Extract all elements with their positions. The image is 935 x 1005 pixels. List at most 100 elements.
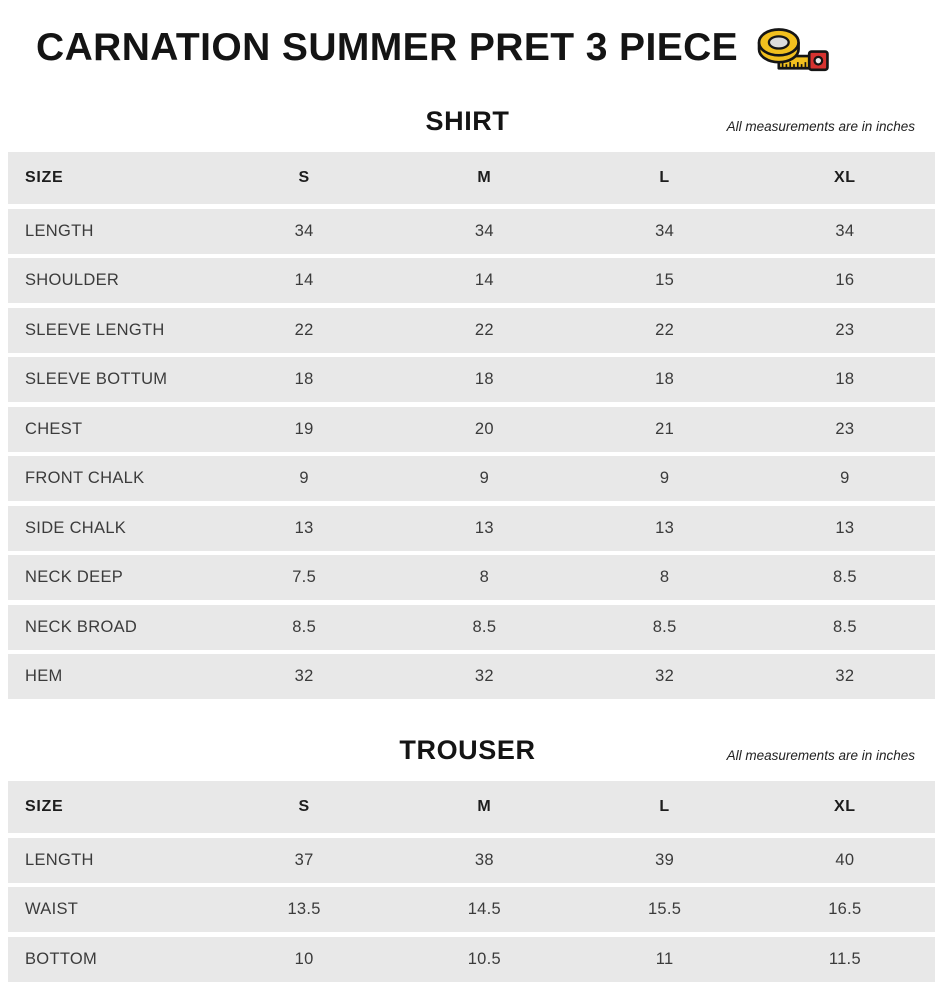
value-cell: 9 xyxy=(659,469,670,487)
row-label-cell: NECK DEEP xyxy=(25,568,124,586)
value-cell: 14 xyxy=(474,271,494,289)
value-cell: 14.5 xyxy=(467,900,502,918)
row-label-cell: FRONT CHALK xyxy=(25,469,145,487)
row-label-cell: SIDE CHALK xyxy=(25,518,127,537)
size-column-header: XL xyxy=(833,798,856,815)
page-title: CARNATION SUMMER PRET 3 PIECE xyxy=(36,26,739,69)
shirt-title: SHIRT xyxy=(425,106,510,136)
value-cell: 34 xyxy=(835,221,855,240)
value-cell: 20 xyxy=(474,419,494,438)
size-column-header: L xyxy=(659,798,670,815)
value-cell: 32 xyxy=(835,667,855,685)
table-row: NECK BROAD 8.5 8.5 8.5 8.5 xyxy=(8,604,935,650)
row-label-cell: BOTTOM xyxy=(25,949,98,968)
value-cell: 18 xyxy=(655,370,675,388)
value-cell: 16.5 xyxy=(828,900,862,918)
value-cell: 37 xyxy=(294,850,314,869)
table-row: SLEEVE BOTTUM 18 18 18 18 xyxy=(8,357,935,402)
shirt-measurement-note: All measurements are in inches xyxy=(726,119,915,134)
size-header-cell: SIZE xyxy=(25,798,64,815)
value-cell: 13 xyxy=(474,518,494,537)
row-label-cell: NECK BROAD xyxy=(25,617,138,636)
value-cell: 32 xyxy=(294,667,314,685)
table-row: WAIST 13.5 14.5 15.5 16.5 xyxy=(8,887,935,932)
value-cell: 39 xyxy=(655,850,675,869)
table-row: HEM 32 32 32 32 xyxy=(8,654,935,699)
row-label-cell: SHOULDER xyxy=(25,271,120,289)
value-cell: 8.5 xyxy=(832,568,857,586)
value-cell: 9 xyxy=(479,469,490,487)
value-cell: 8.5 xyxy=(472,617,497,636)
value-cell: 8.5 xyxy=(652,617,677,636)
size-header-cell: SIZE xyxy=(25,169,64,186)
table-row: LENGTH 34 34 34 34 xyxy=(8,208,935,254)
size-column-header: M xyxy=(477,169,492,186)
value-cell: 8 xyxy=(479,568,490,586)
value-cell: 13.5 xyxy=(287,900,321,918)
table-row: SLEEVE LENGTH 22 22 22 23 xyxy=(8,307,935,353)
value-cell: 34 xyxy=(655,221,675,240)
shirt-section-header: SHIRT All measurements are in inches xyxy=(0,102,935,140)
row-label-cell: LENGTH xyxy=(25,221,94,240)
value-cell: 32 xyxy=(655,667,675,685)
size-column-header: S xyxy=(298,169,310,186)
value-cell: 9 xyxy=(840,469,850,487)
value-cell: 8.5 xyxy=(292,617,317,636)
value-cell: 34 xyxy=(294,221,314,240)
table-row: NECK DEEP 7.5 8 8 8.5 xyxy=(8,555,935,600)
value-cell: 18 xyxy=(835,370,855,388)
value-cell: 22 xyxy=(294,320,314,339)
row-label-cell: HEM xyxy=(25,667,63,685)
value-cell: 15.5 xyxy=(647,900,682,918)
size-column-header: L xyxy=(659,169,670,186)
value-cell: 34 xyxy=(474,221,494,240)
row-label-cell: SLEEVE LENGTH xyxy=(25,320,165,339)
table-row: BOTTOM 10 10.5 11 11.5 xyxy=(8,936,935,982)
value-cell: 14 xyxy=(294,271,314,289)
value-cell: 18 xyxy=(294,370,314,388)
value-cell: 15 xyxy=(655,271,675,289)
row-label-cell: CHEST xyxy=(25,419,83,438)
value-cell: 18 xyxy=(474,370,494,388)
value-cell: 22 xyxy=(655,320,675,339)
table-header-row: SIZE S M L XL xyxy=(8,781,935,833)
trouser-section: TROUSER All measurements are in inches S… xyxy=(0,731,935,982)
value-cell: 11 xyxy=(655,949,674,968)
row-label-cell: WAIST xyxy=(25,900,79,918)
table-row: FRONT CHALK 9 9 9 9 xyxy=(8,456,935,501)
size-column-header: M xyxy=(477,798,492,815)
shirt-size-table: SIZE S M L XL LENGTH 34 34 34 34 SHOULDER 14 14 15 16 S… xyxy=(8,152,935,699)
size-column-header: S xyxy=(298,798,310,815)
value-cell: 22 xyxy=(474,320,494,339)
value-cell: 38 xyxy=(474,850,494,869)
trouser-measurement-note: All measurements are in inches xyxy=(726,748,915,763)
value-cell: 8.5 xyxy=(832,617,857,636)
table-row: CHEST 19 20 21 23 xyxy=(8,406,935,452)
size-column-header: XL xyxy=(833,169,856,186)
value-cell: 10.5 xyxy=(467,949,502,968)
page-header: CARNATION SUMMER PRET 3 PIECE xyxy=(0,22,935,74)
value-cell: 7.5 xyxy=(292,568,317,586)
value-cell: 32 xyxy=(474,667,494,685)
value-cell: 40 xyxy=(835,850,855,869)
value-cell: 11.5 xyxy=(828,949,861,968)
value-cell: 23 xyxy=(835,419,855,438)
value-cell: 10 xyxy=(294,949,314,968)
shirt-section: SHIRT All measurements are in inches SIZ… xyxy=(0,102,935,699)
tape-measure-icon xyxy=(756,21,832,76)
value-cell: 9 xyxy=(299,469,309,487)
value-cell: 13 xyxy=(294,518,314,537)
trouser-title: TROUSER xyxy=(399,735,536,765)
value-cell: 8 xyxy=(659,568,670,586)
size-chart-page: CARNATION SUMMER PRET 3 PIECE SHIRT All … xyxy=(0,22,935,982)
table-header-row: SIZE S M L XL xyxy=(8,152,935,204)
row-label-cell: SLEEVE BOTTUM xyxy=(25,370,168,388)
value-cell: 13 xyxy=(835,518,855,537)
value-cell: 16 xyxy=(835,271,855,289)
value-cell: 19 xyxy=(294,419,314,438)
row-label-cell: LENGTH xyxy=(25,850,94,869)
table-row: SIDE CHALK 13 13 13 13 xyxy=(8,505,935,551)
table-row: SHOULDER 14 14 15 16 xyxy=(8,258,935,303)
trouser-size-table: SIZE S M L XL LENGTH 37 38 39 40 WAIST 13.5 14.5 15.5… xyxy=(8,781,935,982)
trouser-section-header: TROUSER All measurements are in inches xyxy=(0,731,935,769)
